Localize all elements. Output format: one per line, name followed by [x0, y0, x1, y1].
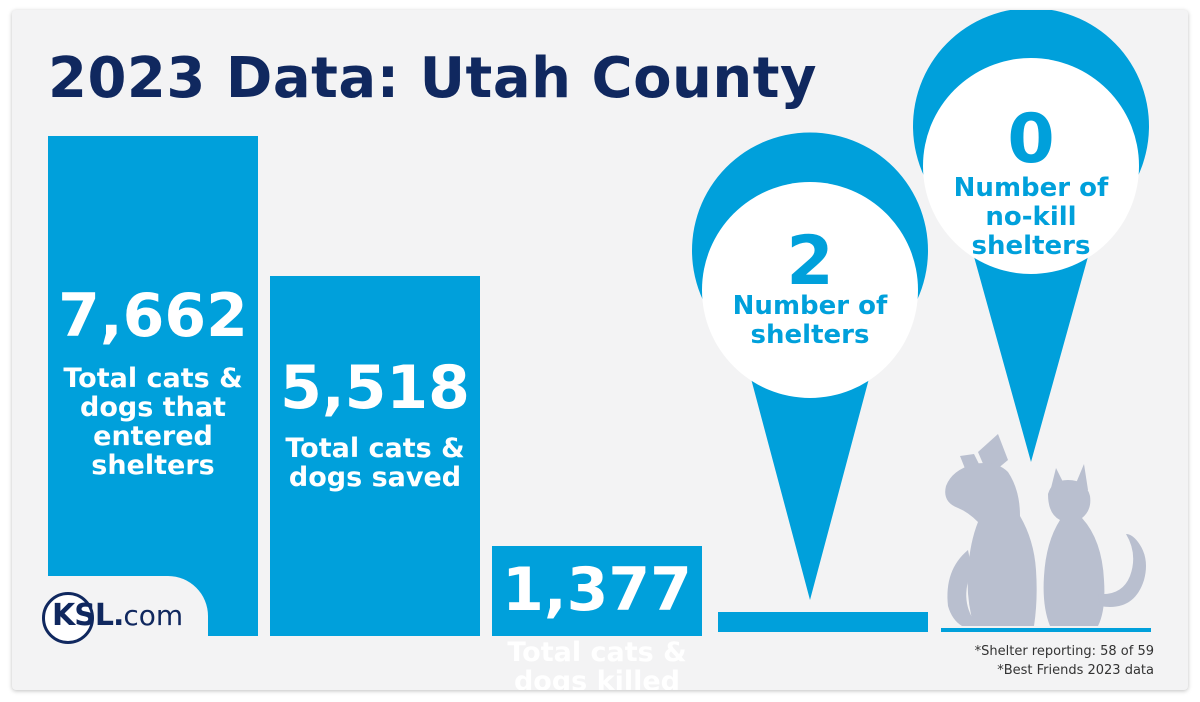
infographic-card: 2023 Data: Utah County 7,662 Total cats &…	[12, 10, 1188, 690]
bar-value-label: 5,518	[280, 353, 470, 423]
ksl-logo[interactable]: KSL.com	[22, 576, 208, 646]
bar-category-label-line: Total cats &	[285, 433, 465, 464]
bar-category-label: Total cats & dogs that entered shelters	[48, 364, 258, 481]
no-kill-baseline-bar	[718, 612, 928, 632]
pin-no-kill-label-line: shelters	[971, 231, 1091, 262]
pin-no-kill-value: 0	[1007, 100, 1055, 179]
pets-baseline-bar	[941, 628, 1151, 632]
pin-no-kill-hole	[923, 58, 1139, 274]
bar-value-label: 1,377	[502, 555, 692, 625]
bar-category-label-line: Total cats &	[63, 363, 243, 394]
logo-wordmark: KSL.com	[52, 598, 183, 633]
pin-shelters-label-line: Number of	[732, 291, 888, 321]
pin-graphics	[692, 10, 1149, 600]
bar-category-label: Total cats & dogs saved	[270, 434, 480, 492]
bar-1: 7,662 Total cats & dogs that entered shelter…	[48, 136, 258, 636]
pin-no-kill-label-line: no-kill	[985, 202, 1077, 233]
pin-no-kill-label: Number of no-kill shelters	[931, 173, 1131, 262]
bar-category-label-line: dogs that	[80, 392, 226, 424]
footnote-source: *Best Friends 2023 data	[997, 663, 1154, 678]
pin-shelters-value: 2	[786, 222, 834, 301]
pin-shelters-label-line: shelters	[750, 320, 870, 351]
dog-cat-silhouette-icon	[945, 434, 1146, 626]
logo-brand: KSL	[52, 598, 114, 633]
logo-dot: .	[112, 598, 124, 633]
page-title: 2023 Data: Utah County	[48, 46, 818, 111]
bar-category-label-line: shelters	[91, 450, 215, 482]
bar-value-label: 7,662	[58, 281, 248, 351]
logo-suffix: com	[123, 599, 184, 632]
logo-ring-icon	[42, 592, 94, 644]
bar-category-label-line: entered	[93, 421, 213, 453]
bar-category-label-line: dogs saved	[288, 462, 462, 494]
bar-category-label: Total cats & dogs killed	[492, 638, 702, 690]
bar-category-label-line: dogs killed	[513, 666, 681, 690]
bar-category-label-line: Total cats &	[507, 637, 687, 668]
footnote-shelter-reporting: *Shelter reporting: 58 of 59	[974, 644, 1154, 659]
pin-shelters-hole	[702, 182, 918, 398]
pin-no-kill-label-line: Number of	[953, 173, 1109, 203]
pin-shelters-label: Number of shelters	[710, 291, 910, 351]
bar-3: 1,377 Total cats & dogs killed	[492, 546, 702, 690]
bar-2: 5,518 Total cats & dogs saved	[270, 276, 480, 636]
